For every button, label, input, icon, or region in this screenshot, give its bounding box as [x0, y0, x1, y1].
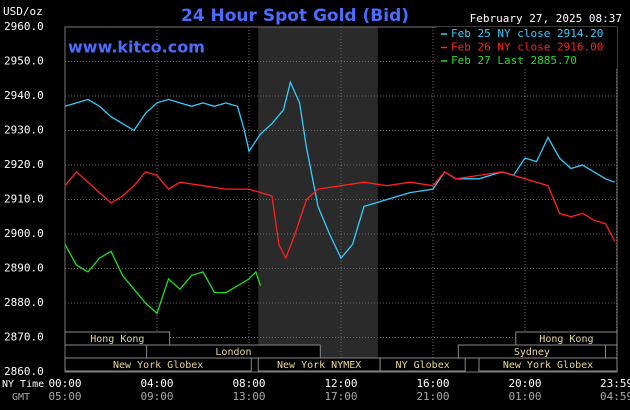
y-tick-label: 2870.0 — [4, 331, 44, 344]
website-label: www.kitco.com — [68, 38, 205, 57]
y-tick-label: 2960.0 — [4, 20, 44, 33]
series-line — [64, 244, 262, 315]
gmt-tick-label: 17:00 — [324, 390, 357, 403]
gmt-tick-label: 05:00 — [48, 390, 81, 403]
chart-title: 24 Hour Spot Gold (Bid) — [181, 6, 409, 26]
x-tick-label: 04:00 — [140, 377, 173, 390]
plot-frame — [64, 26, 618, 373]
x-tick-label: 16:00 — [416, 377, 449, 390]
gmt-tick-label: 21:00 — [416, 390, 449, 403]
x-axis-label: GMT — [12, 392, 30, 403]
x-tick-label: 20:00 — [508, 377, 541, 390]
y-tick-label: 2950.0 — [4, 55, 44, 68]
gmt-tick-label: 01:00 — [508, 390, 541, 403]
y-tick-label: 2940.0 — [4, 89, 44, 102]
gmt-tick-label: 04:59 — [600, 390, 630, 403]
timestamp: February 27, 2025 08:37 — [470, 12, 622, 25]
session-box — [64, 357, 252, 372]
y-tick-label: 2860.0 — [4, 365, 44, 378]
series-line — [64, 170, 616, 260]
y-tick-label: 2910.0 — [4, 193, 44, 206]
session-label: Hong Kong — [90, 334, 144, 345]
legend-box — [437, 27, 617, 69]
y-tick-label: 2890.0 — [4, 262, 44, 275]
x-tick-label: 00:00 — [48, 377, 81, 390]
gmt-tick-label: 09:00 — [140, 390, 173, 403]
session-label: NY Globex — [396, 360, 450, 371]
session-label: London — [215, 347, 251, 358]
session-box — [379, 357, 466, 372]
gmt-tick-label: 13:00 — [232, 390, 265, 403]
y-tick-label: 2920.0 — [4, 158, 44, 171]
x-tick-label: 12:00 — [324, 377, 357, 390]
unit-label: USD/oz — [3, 5, 43, 18]
session-box — [64, 331, 171, 346]
session-label: New York NYMEX — [277, 360, 361, 371]
session-label: Hong Kong — [539, 334, 593, 345]
x-axis-label: NY Time — [2, 379, 44, 390]
session-box — [478, 357, 618, 372]
series-line — [64, 80, 615, 260]
legend-label: Feb 26 NY close 2916.00 — [451, 41, 603, 54]
session-label: New York Globex — [113, 360, 203, 371]
y-tick-label: 2880.0 — [4, 296, 44, 309]
session-label: New York Globex — [503, 360, 593, 371]
x-tick-label: 23:59 — [600, 377, 630, 390]
y-tick-label: 2930.0 — [4, 124, 44, 137]
y-tick-label: 2900.0 — [4, 227, 44, 240]
x-tick-label: 08:00 — [232, 377, 265, 390]
session-label: Sydney — [514, 347, 550, 358]
legend-label: Feb 25 NY close 2914.20 — [451, 27, 603, 40]
legend-label: Feb 27 Last 2885.70 — [451, 54, 577, 67]
